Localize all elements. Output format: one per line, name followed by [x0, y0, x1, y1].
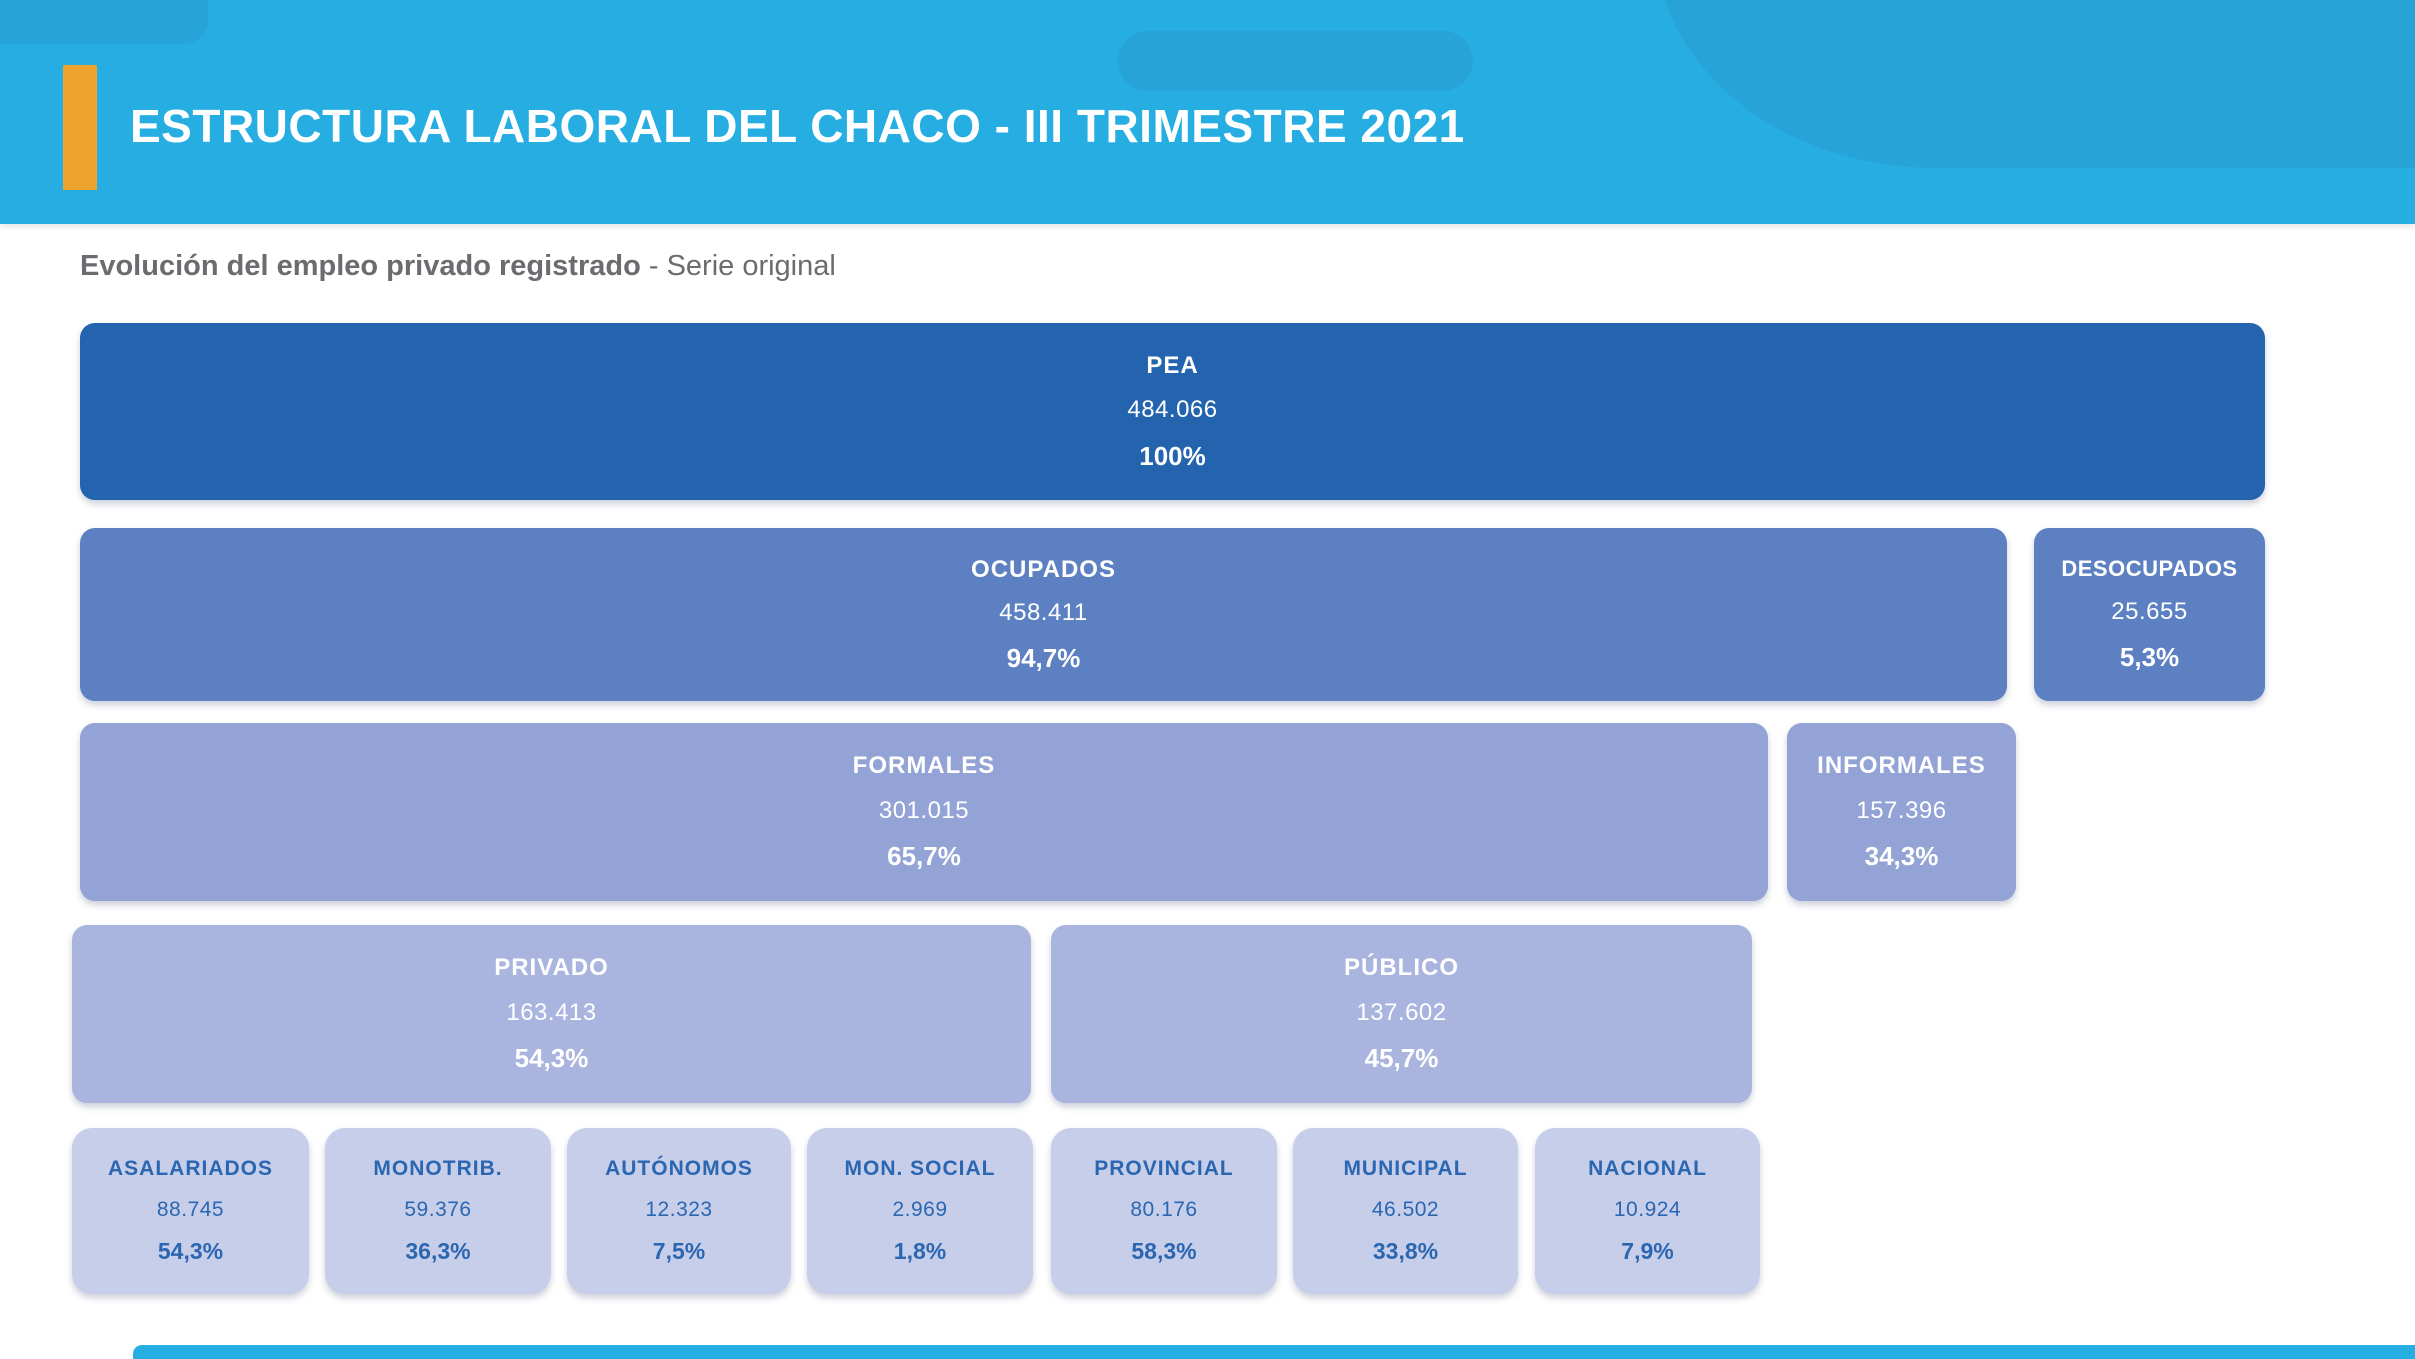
node-formales: FORMALES 301.015 65,7% [80, 723, 1768, 901]
node-monotributistas: MONOTRIB. 59.376 36,3% [325, 1128, 551, 1294]
node-informales: INFORMALES 157.396 34,3% [1787, 723, 2016, 901]
node-percent: 7,5% [652, 1238, 706, 1265]
node-value: 157.396 [1856, 796, 1947, 824]
node-label: PEA [1146, 351, 1199, 379]
node-label: MUNICIPAL [1343, 1156, 1468, 1180]
node-value: 2.969 [892, 1197, 948, 1221]
node-value: 59.376 [404, 1197, 472, 1221]
node-value: 163.413 [506, 998, 597, 1026]
chart-subtitle: Evolución del empleo privado registrado … [80, 250, 836, 283]
footer-banner-strip [133, 1345, 2415, 1359]
node-value: 25.655 [2111, 598, 2188, 625]
decor-corner-swoosh [1655, 0, 2415, 168]
decor-pill [1118, 31, 1473, 91]
node-percent: 94,7% [1006, 642, 1081, 673]
node-label: FORMALES [852, 751, 996, 779]
node-pea: PEA 484.066 100% [80, 323, 2265, 500]
node-provincial: PROVINCIAL 80.176 58,3% [1051, 1128, 1277, 1294]
node-percent: 100% [1139, 440, 1206, 471]
chart-subtitle-regular: - Serie original [640, 250, 836, 282]
node-percent: 34,3% [1864, 841, 1939, 872]
node-value: 458.411 [999, 599, 1088, 626]
node-monotributo-social: MON. SOCIAL 2.969 1,8% [807, 1128, 1033, 1294]
node-value: 80.176 [1130, 1197, 1198, 1221]
node-value: 88.745 [156, 1197, 225, 1221]
node-ocupados: OCUPADOS 458.411 94,7% [80, 528, 2007, 701]
node-value: 12.323 [645, 1197, 713, 1221]
node-label: INFORMALES [1817, 751, 1986, 779]
node-percent: 33,8% [1372, 1238, 1439, 1265]
node-value: 10.924 [1613, 1197, 1682, 1221]
node-label: MON. SOCIAL [844, 1156, 996, 1180]
header-banner: ESTRUCTURA LABORAL DEL CHACO - III TRIME… [0, 0, 2415, 224]
node-value: 301.015 [878, 796, 970, 824]
node-label: PRIVADO [494, 953, 609, 981]
node-percent: 54,3% [514, 1043, 589, 1074]
node-percent: 1,8% [893, 1238, 947, 1265]
decor-rounded-rect [0, 0, 208, 44]
node-label: DESOCUPADOS [2061, 556, 2238, 581]
node-asalariados: ASALARIADOS 88.745 54,3% [72, 1128, 309, 1294]
node-value: 46.502 [1371, 1197, 1440, 1221]
node-percent: 54,3% [157, 1238, 224, 1265]
node-percent: 7,9% [1621, 1238, 1674, 1265]
node-label: PROVINCIAL [1094, 1156, 1234, 1180]
accent-orange-bar [63, 65, 97, 190]
node-label: PÚBLICO [1344, 953, 1459, 981]
node-publico: PÚBLICO 137.602 45,7% [1051, 925, 1752, 1103]
node-desocupados: DESOCUPADOS 25.655 5,3% [2034, 528, 2265, 701]
node-label: MONOTRIB. [373, 1156, 503, 1180]
page-title: ESTRUCTURA LABORAL DEL CHACO - III TRIME… [130, 100, 1465, 152]
node-label: ASALARIADOS [107, 1156, 273, 1180]
node-autonomos: AUTÓNOMOS 12.323 7,5% [567, 1128, 791, 1294]
node-label: OCUPADOS [971, 555, 1116, 583]
node-value: 484.066 [1127, 396, 1218, 423]
node-label: NACIONAL [1588, 1156, 1707, 1180]
node-label: AUTÓNOMOS [605, 1156, 753, 1180]
node-percent: 36,3% [405, 1238, 471, 1265]
node-privado: PRIVADO 163.413 54,3% [72, 925, 1031, 1103]
node-percent: 5,3% [2119, 642, 2180, 672]
node-nacional: NACIONAL 10.924 7,9% [1535, 1128, 1760, 1294]
node-percent: 65,7% [887, 841, 961, 872]
node-value: 137.602 [1356, 998, 1447, 1026]
node-municipal: MUNICIPAL 46.502 33,8% [1293, 1128, 1518, 1294]
node-percent: 45,7% [1364, 1043, 1439, 1074]
chart-subtitle-bold: Evolución del empleo privado registrado [80, 250, 641, 282]
node-percent: 58,3% [1131, 1238, 1197, 1265]
